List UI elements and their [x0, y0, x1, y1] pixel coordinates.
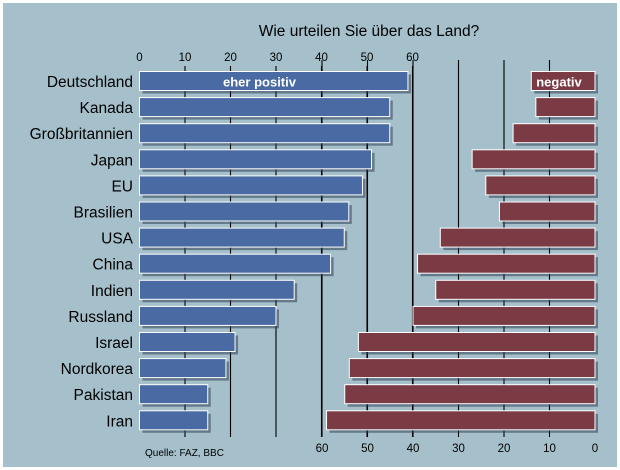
category-label: Israel [95, 335, 133, 352]
negative-bar [357, 332, 596, 352]
negative-bar [344, 384, 596, 405]
top-tick-label: 50 [361, 52, 374, 64]
bottom-tick-label: 20 [498, 443, 511, 455]
top-tick-label: 60 [406, 52, 419, 64]
negative-bar [535, 97, 596, 118]
negative-bar [412, 305, 596, 326]
category-label: Großbritannien [30, 126, 133, 143]
positive-series: eher positiv [139, 71, 411, 433]
bottom-tick-label: 40 [407, 443, 420, 455]
positive-bar [139, 201, 350, 222]
category-label: Kanada [80, 100, 134, 117]
category-label: Pakistan [74, 387, 133, 404]
negative-bar [512, 123, 596, 144]
negative-bar [530, 71, 596, 91]
chart-title: Wie urteilen Sie über das Land? [259, 23, 480, 40]
top-tick-label: 0 [136, 52, 142, 64]
top-tick-label: 20 [224, 52, 237, 64]
positive-bar [139, 384, 209, 405]
category-label: Nordkorea [61, 361, 134, 378]
category-labels: Deutschland Kanada Großbritannien Japan EU Br… [30, 74, 134, 430]
series-label-positive: eher positiv [223, 75, 297, 90]
positive-bar [139, 227, 345, 248]
negative-series: negativ [326, 71, 598, 433]
negative-bar [471, 149, 596, 170]
source-note: Quelle: FAZ, BBC [145, 448, 224, 459]
positive-bar [139, 149, 373, 170]
positive-bar [139, 305, 277, 326]
positive-bar [139, 410, 209, 431]
category-label: Russland [68, 309, 133, 326]
bottom-axis-ticks: 60 50 40 30 20 10 0 [316, 443, 599, 455]
negative-bar [498, 201, 596, 222]
positive-bar [139, 123, 391, 144]
category-label: EU [111, 178, 133, 195]
category-label: Deutschland [47, 74, 133, 91]
category-label: Iran [106, 413, 133, 430]
negative-bar [417, 253, 596, 274]
positive-bar [139, 253, 332, 274]
negative-bar [439, 227, 596, 248]
top-axis-ticks: 0 10 20 30 40 50 60 [136, 52, 419, 64]
category-label: Brasilien [74, 205, 133, 222]
positive-bar [139, 279, 295, 300]
bottom-tick-label: 50 [361, 443, 374, 455]
top-tick-label: 10 [179, 52, 192, 64]
category-label: USA [101, 231, 134, 248]
positive-bar [139, 71, 409, 91]
bottom-tick-label: 60 [316, 443, 329, 455]
top-tick-label: 30 [270, 52, 283, 64]
bottom-tick-label: 0 [592, 443, 598, 455]
negative-bar [326, 410, 596, 431]
positive-bar [139, 332, 236, 352]
category-label: China [93, 257, 134, 274]
positive-bar [139, 358, 227, 379]
positive-bar [139, 175, 363, 196]
bottom-tick-label: 30 [452, 443, 465, 455]
category-label: Indien [91, 283, 133, 300]
negative-bar [348, 358, 596, 379]
bottom-tick-label: 10 [543, 443, 556, 455]
category-label: Japan [91, 152, 133, 169]
series-label-negative: negativ [536, 75, 582, 90]
negative-bar [435, 279, 596, 300]
negative-bar [485, 175, 596, 196]
positive-bar [139, 97, 391, 118]
top-tick-label: 40 [315, 52, 328, 64]
